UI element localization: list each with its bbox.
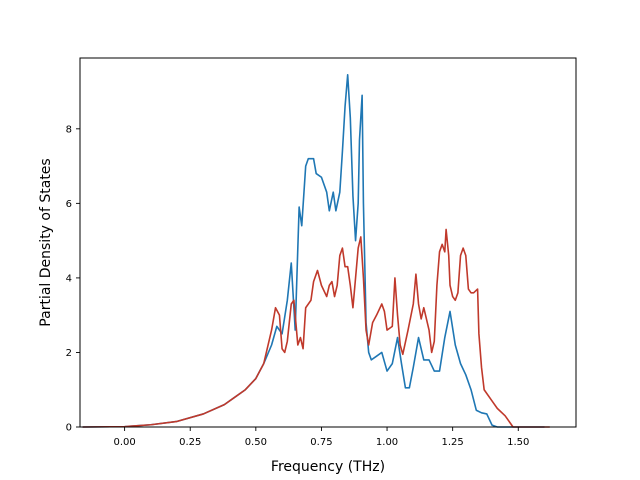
y-axis-label: Partial Density of States (38, 158, 54, 326)
x-tick-label: 1.50 (507, 437, 529, 448)
series-lines (82, 73, 550, 428)
x-tick-label: 0.00 (113, 437, 135, 448)
y-tick-label: 6 (66, 199, 72, 210)
x-axis-ticks: 0.00 0.25 0.50 0.75 1.00 1.25 1.50 (113, 427, 529, 448)
x-tick-label: 0.75 (310, 437, 332, 448)
x-tick-label: 1.00 (376, 437, 398, 448)
y-tick-label: 0 (66, 423, 72, 434)
series-line-2 (82, 228, 550, 428)
y-tick-label: 2 (66, 348, 72, 359)
x-tick-label: 0.50 (245, 437, 267, 448)
x-tick-label: 0.25 (179, 437, 201, 448)
y-axis-ticks: 0 2 4 6 8 (66, 124, 80, 434)
x-tick-label: 1.25 (442, 437, 464, 448)
series-line-1 (82, 73, 545, 428)
y-tick-label: 4 (66, 273, 72, 284)
y-tick-label: 8 (66, 124, 72, 135)
plot-frame (79, 57, 577, 428)
x-axis-label: Frequency (THz) (271, 459, 385, 475)
